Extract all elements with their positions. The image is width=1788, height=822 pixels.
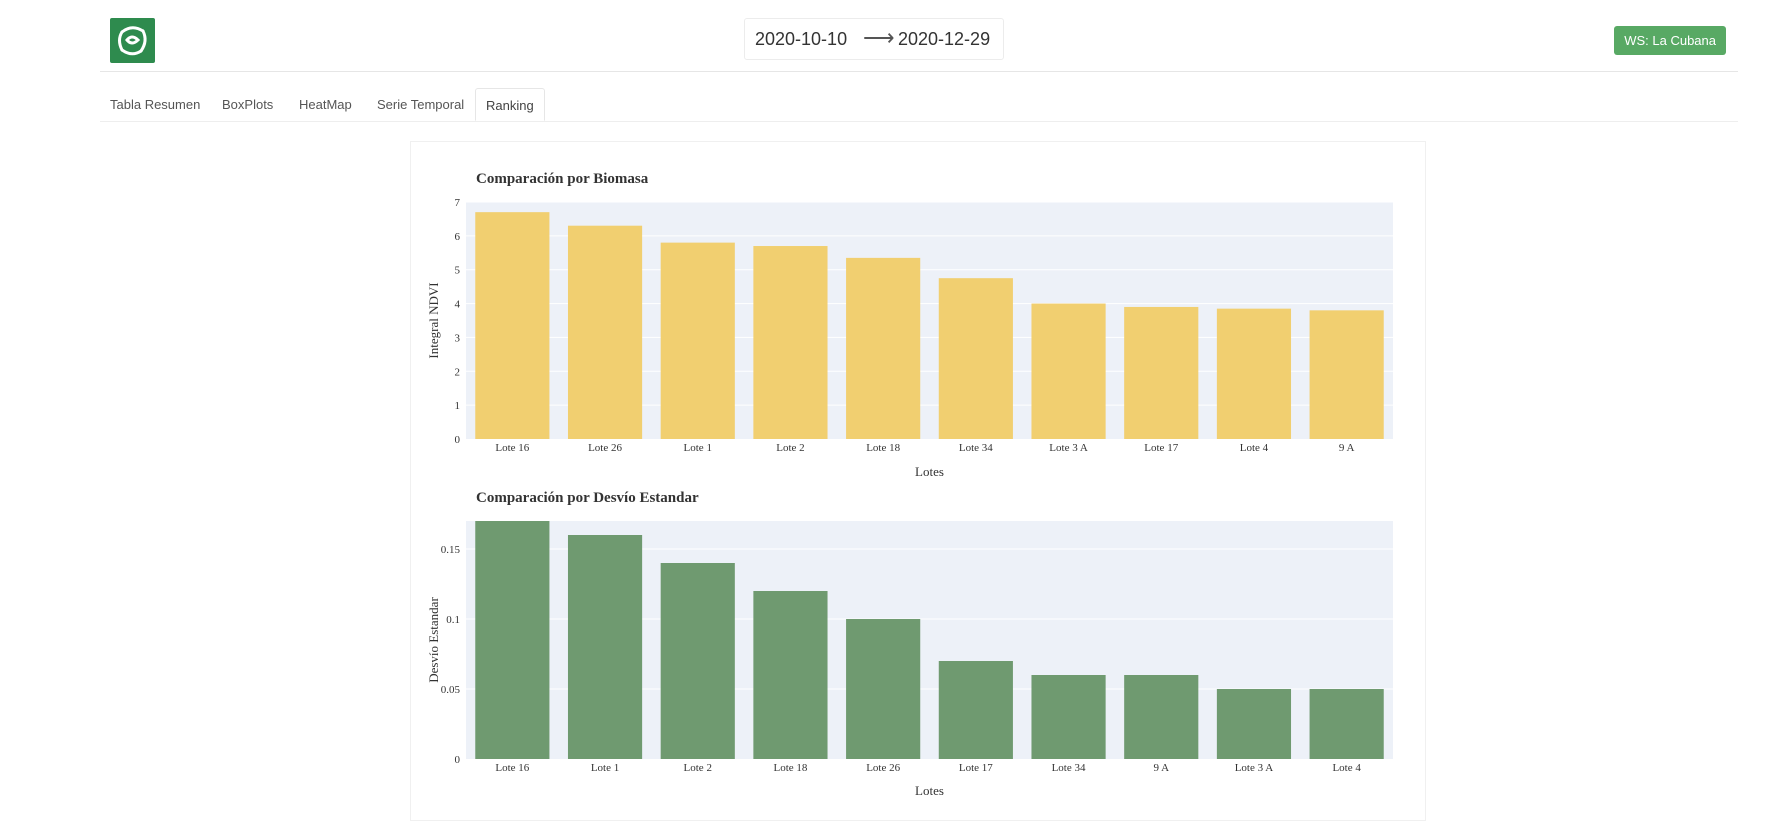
date-range-picker[interactable]: 2020-10-10 ⟶ 2020-12-29 (744, 18, 1004, 60)
x-tick-label: Lote 18 (773, 762, 807, 774)
bar[interactable] (938, 278, 1013, 439)
chart-title: Comparación por Desvío Estandar (476, 490, 699, 506)
y-tick-label: 7 (455, 197, 461, 209)
app-header: 2020-10-10 ⟶ 2020-12-29 WS: La Cubana (100, 0, 1738, 72)
bar[interactable] (475, 521, 550, 759)
chart-title: Comparación por Biomasa (476, 171, 649, 187)
x-axis-label: Lotes (915, 464, 944, 477)
x-tick-label: Lote 4 (1332, 762, 1361, 774)
x-tick-label: Lote 26 (866, 762, 900, 774)
bar[interactable] (660, 563, 735, 759)
bar[interactable] (753, 591, 828, 759)
x-tick-label: Lote 34 (959, 442, 993, 454)
bar[interactable] (1031, 675, 1106, 759)
x-tick-label: Lote 16 (495, 442, 529, 454)
y-tick-label: 1 (455, 400, 461, 412)
tab-bar: Tabla Resumen BoxPlots HeatMap Serie Tem… (100, 88, 1738, 122)
bar[interactable] (1031, 303, 1106, 439)
workspace-button[interactable]: WS: La Cubana (1614, 26, 1726, 55)
y-tick-label: 0 (455, 754, 461, 766)
leaf-logo-icon (118, 26, 147, 56)
y-tick-label: 5 (455, 265, 461, 277)
bar[interactable] (938, 661, 1013, 759)
ranking-panel: Comparación por Biomasa 0 1 2 3 4 5 6 7 Lote 16 Lo… (410, 141, 1426, 821)
y-tick-label: 0.05 (441, 684, 461, 696)
y-tick-label: 4 (455, 299, 461, 311)
x-tick-label: Lote 2 (776, 442, 804, 454)
bar[interactable] (1124, 675, 1199, 759)
desvio-chart: Comparación por Desvío Estandar 0 0.05 0.1 0… (426, 490, 1393, 798)
bar[interactable] (475, 212, 550, 439)
x-tick-label: Lote 34 (1052, 762, 1086, 774)
bar[interactable] (846, 257, 921, 439)
bar[interactable] (660, 242, 735, 439)
x-tick-label: Lote 3 A (1049, 442, 1088, 454)
x-tick-label: Lote 17 (1144, 442, 1178, 454)
bar[interactable] (567, 225, 643, 439)
y-tick-label: 0 (455, 434, 461, 446)
bar[interactable] (846, 619, 921, 759)
y-tick-label: 6 (455, 231, 461, 243)
tab-serie-temporal[interactable]: Serie Temporal (377, 97, 465, 112)
bar[interactable] (1124, 306, 1199, 439)
app-logo[interactable] (110, 18, 155, 63)
date-end[interactable]: 2020-12-29 (898, 28, 991, 49)
y-axis-label: Integral NDVI (426, 282, 441, 358)
x-axis-label: Lotes (915, 783, 944, 798)
x-tick-label: Lote 1 (591, 762, 619, 774)
y-tick-label: 2 (455, 366, 461, 378)
x-tick-label: Lote 16 (495, 762, 529, 774)
x-tick-label: Lote 3 A (1235, 762, 1274, 774)
tab-tabla-resumen[interactable]: Tabla Resumen (110, 97, 201, 112)
x-tick-label: Lote 17 (959, 762, 993, 774)
x-tick-label: Lote 1 (684, 442, 712, 454)
bar[interactable] (1216, 689, 1292, 759)
date-start[interactable]: 2020-10-10 (755, 28, 848, 49)
x-tick-label: Lote 26 (588, 442, 622, 454)
x-tick-label: Lote 4 (1240, 442, 1269, 454)
y-tick-label: 3 (455, 332, 461, 344)
biomasa-chart: Comparación por Biomasa 0 1 2 3 4 5 6 7 Lote 16 Lo… (426, 171, 1393, 477)
tab-ranking[interactable]: Ranking (475, 88, 545, 121)
x-tick-label: 9 A (1339, 442, 1355, 454)
arrow-right-icon: ⟶ (863, 25, 895, 50)
bar[interactable] (567, 535, 643, 759)
bar[interactable] (1309, 310, 1384, 439)
bar[interactable] (1216, 308, 1292, 439)
bar[interactable] (753, 246, 828, 439)
bar[interactable] (1309, 689, 1384, 759)
tab-boxplots[interactable]: BoxPlots (222, 97, 274, 112)
tab-heatmap[interactable]: HeatMap (299, 97, 352, 112)
x-tick-label: Lote 18 (866, 442, 900, 454)
x-tick-label: 9 A (1153, 762, 1169, 774)
y-tick-label: 0.15 (441, 544, 461, 556)
x-tick-label: Lote 2 (684, 762, 712, 774)
y-axis-label: Desvío Estandar (426, 597, 441, 683)
y-tick-label: 0.1 (446, 614, 460, 626)
